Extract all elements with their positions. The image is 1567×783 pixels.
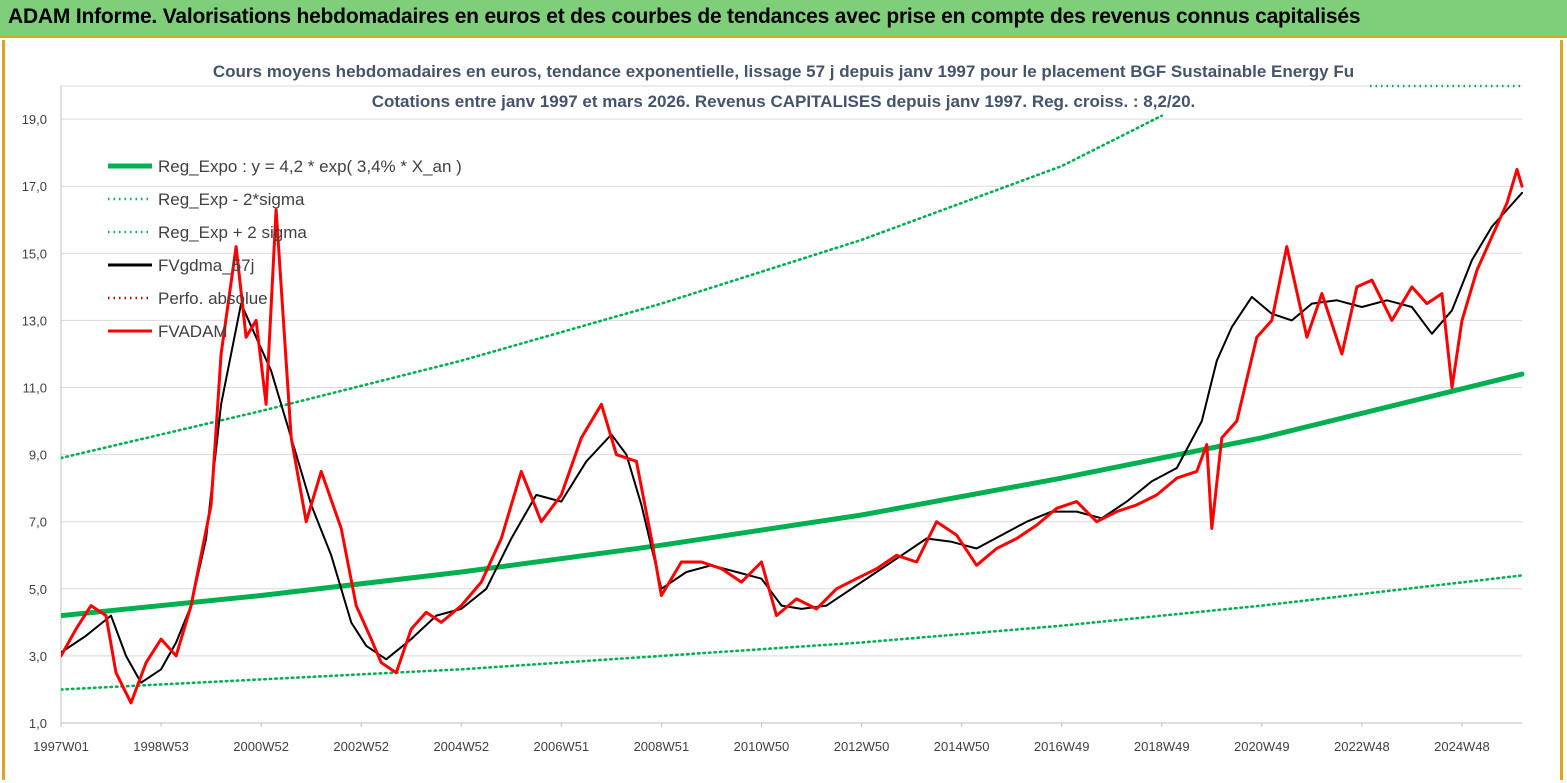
y-tick-label: 13,0 xyxy=(22,313,47,328)
x-tick-label: 2010W50 xyxy=(734,739,790,754)
chart-title-line1: Cours moyens hebdomadaires en euros, ten… xyxy=(212,62,1355,81)
series-line-1 xyxy=(61,574,1524,691)
x-tick-label: 2020W49 xyxy=(1234,739,1290,754)
legend-label-3: FVgdma_57j xyxy=(158,256,254,275)
series-line-2 xyxy=(61,114,1164,460)
y-tick-label: 1,0 xyxy=(29,716,47,731)
header-banner: ADAM Informe. Valorisations hebdomadaire… xyxy=(0,0,1567,38)
y-tick-label: 19,0 xyxy=(22,112,47,127)
x-tick-label: 2002W52 xyxy=(333,739,389,754)
y-tick-label: 7,0 xyxy=(29,515,47,530)
x-tick-label: 2004W52 xyxy=(433,739,489,754)
x-tick-label: 2022W48 xyxy=(1334,739,1390,754)
y-tick-label: 17,0 xyxy=(22,179,47,194)
page-title: ADAM Informe. Valorisations hebdomadaire… xyxy=(8,5,1361,28)
y-tick-label: 9,0 xyxy=(29,448,47,463)
x-tick-label: 2014W50 xyxy=(934,739,990,754)
y-tick-label: 5,0 xyxy=(29,582,47,597)
y-tick-label: 3,0 xyxy=(29,649,47,664)
legend-label-1: Reg_Exp - 2*sigma xyxy=(158,190,305,209)
x-tick-label: 2000W52 xyxy=(233,739,289,754)
legend-label-5: FVADAM xyxy=(158,322,228,341)
series-line-0 xyxy=(61,371,1525,619)
y-tick-label: 15,0 xyxy=(22,246,47,261)
x-tick-label: 2018W49 xyxy=(1134,739,1190,754)
series-line-5 xyxy=(61,167,1524,705)
y-tick-label: 11,0 xyxy=(23,381,47,396)
x-tick-label: 2016W49 xyxy=(1034,739,1090,754)
chart-frame xyxy=(2,40,1563,780)
x-tick-label: 1998W53 xyxy=(133,739,189,754)
legend-label-2: Reg_Exp + 2 sigma xyxy=(158,223,307,242)
legend-label-0: Reg_Expo : y = 4,2 * exp( 3,4% * X_an ) xyxy=(158,157,462,176)
legend-label-4: Perfo. absolue xyxy=(158,289,268,308)
chart-title-line2: Cotations entre janv 1997 et mars 2026. … xyxy=(371,92,1196,111)
x-tick-label: 1997W01 xyxy=(33,739,89,754)
x-tick-label: 2008W51 xyxy=(634,739,690,754)
x-tick-label: 2024W48 xyxy=(1434,739,1490,754)
x-tick-label: 2012W50 xyxy=(834,739,890,754)
x-tick-label: 2006W51 xyxy=(534,739,590,754)
